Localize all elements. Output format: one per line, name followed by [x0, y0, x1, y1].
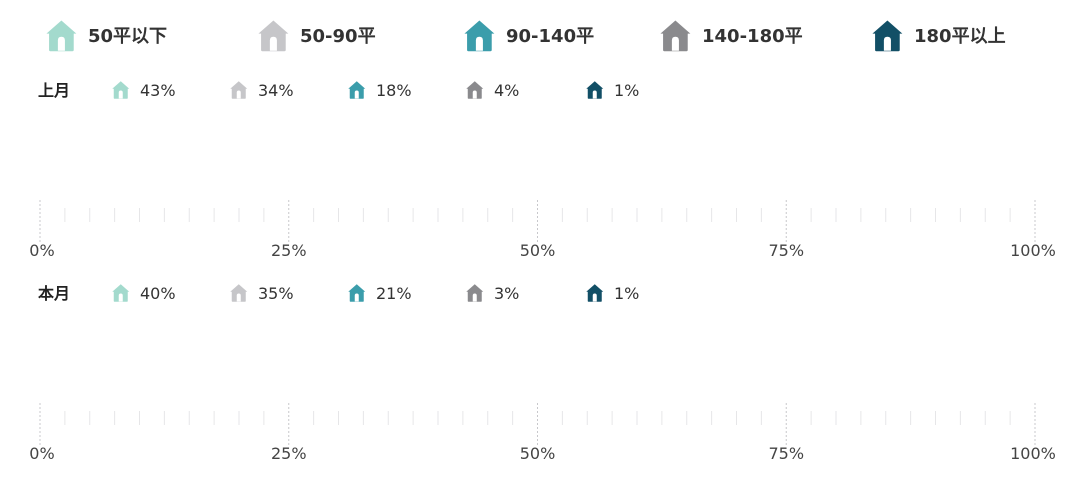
- chart-row: 上月 43% 34% 18% 4% 1% 0% 25% 50% 75% 100%: [29, 81, 1056, 260]
- x-axis: 0% 25% 50% 75% 100%: [29, 200, 1056, 260]
- legend-house-icon: [464, 20, 495, 52]
- legend-house-icon: [46, 20, 77, 52]
- value-label: 18%: [376, 81, 412, 100]
- legend: 50平以下 50-90平 90-140平 140-180平 180平以上: [46, 20, 1006, 52]
- row-legend-icon: [348, 81, 366, 99]
- value-label: 43%: [140, 81, 176, 100]
- x-tick-label: 75%: [768, 444, 804, 463]
- legend-house-icon: [660, 20, 691, 52]
- value-label: 3%: [494, 284, 519, 303]
- row-legend-icon: [230, 284, 248, 302]
- value-label: 1%: [614, 81, 639, 100]
- row-legend-icon: [466, 81, 484, 99]
- value-label: 34%: [258, 81, 294, 100]
- row-legend-icon: [348, 284, 366, 302]
- row-legend-icon: [230, 81, 248, 99]
- legend-label: 50-90平: [300, 26, 376, 47]
- pictograph-house: [170, 359, 187, 391]
- house-door: [684, 156, 701, 188]
- house-door: [68, 359, 84, 391]
- row-legend-icon: [586, 284, 604, 302]
- house-door: [478, 359, 495, 391]
- legend-label: 90-140平: [506, 26, 594, 47]
- pictograph-house: [68, 359, 84, 391]
- house-door: [684, 359, 701, 391]
- house-door: [273, 359, 290, 391]
- pictograph-house: [273, 156, 290, 188]
- x-tick-label: 75%: [768, 241, 804, 260]
- pictograph-house: [786, 156, 803, 188]
- house-door: [376, 359, 393, 391]
- house-door: [170, 359, 187, 391]
- row-legend-icon: [112, 81, 130, 99]
- house-door: [478, 156, 495, 188]
- x-tick-label: 50%: [520, 444, 556, 463]
- chart-rows: 上月 43% 34% 18% 4% 1% 0% 25% 50% 75% 100% 本月 40% 35% 21…: [29, 81, 1056, 463]
- value-label: 21%: [376, 284, 412, 303]
- pictograph-house: [889, 156, 906, 188]
- pictograph-house: [478, 359, 495, 391]
- pictograph-house: [376, 359, 393, 391]
- row-legend-icon: [112, 284, 130, 302]
- house-door: [992, 359, 1009, 391]
- house-door: [889, 359, 906, 391]
- row-legend-icon: [586, 81, 604, 99]
- house-door: [581, 156, 598, 188]
- house-door: [786, 359, 803, 391]
- pictograph-house: [273, 359, 290, 391]
- value-label: 40%: [140, 284, 176, 303]
- x-tick-label: 50%: [520, 241, 556, 260]
- pictograph-house: [376, 156, 393, 188]
- house-door: [786, 156, 803, 188]
- value-label: 1%: [614, 284, 639, 303]
- pictograph-house: [889, 359, 906, 391]
- row-label: 上月: [38, 81, 70, 100]
- x-tick-label: 0%: [29, 444, 54, 463]
- x-tick-label: 25%: [271, 241, 307, 260]
- x-tick-label: 100%: [1010, 444, 1056, 463]
- value-label: 4%: [494, 81, 519, 100]
- house-door: [68, 156, 84, 188]
- pictograph-house: [581, 359, 598, 391]
- legend-label: 180平以上: [914, 26, 1006, 47]
- pictograph-house: [68, 156, 84, 188]
- legend-label: 140-180平: [702, 26, 803, 47]
- house-door: [992, 156, 1009, 188]
- legend-label: 50平以下: [88, 26, 167, 47]
- x-tick-label: 100%: [1010, 241, 1056, 260]
- house-door: [581, 359, 598, 391]
- pictograph-house: [478, 156, 495, 188]
- pictograph-house: [992, 156, 1009, 188]
- pictograph-house: [992, 359, 1009, 391]
- legend-house-icon: [872, 20, 903, 52]
- x-tick-label: 0%: [29, 241, 54, 260]
- pictograph-house: [170, 156, 187, 188]
- value-label: 35%: [258, 284, 294, 303]
- chart-row: 本月 40% 35% 21% 3% 1% 0% 25% 50% 75% 100%: [29, 284, 1056, 463]
- pictograph-house: [684, 359, 701, 391]
- legend-house-icon: [258, 20, 289, 52]
- row-legend-icon: [466, 284, 484, 302]
- x-axis: 0% 25% 50% 75% 100%: [29, 403, 1056, 463]
- pictograph-house: [684, 156, 701, 188]
- row-label: 本月: [38, 284, 70, 303]
- house-door: [376, 156, 393, 188]
- pictograph-house: [581, 156, 598, 188]
- x-tick-label: 25%: [271, 444, 307, 463]
- house-door: [170, 156, 187, 188]
- house-door: [889, 156, 906, 188]
- pictograph-house: [786, 359, 803, 391]
- house-door: [273, 156, 290, 188]
